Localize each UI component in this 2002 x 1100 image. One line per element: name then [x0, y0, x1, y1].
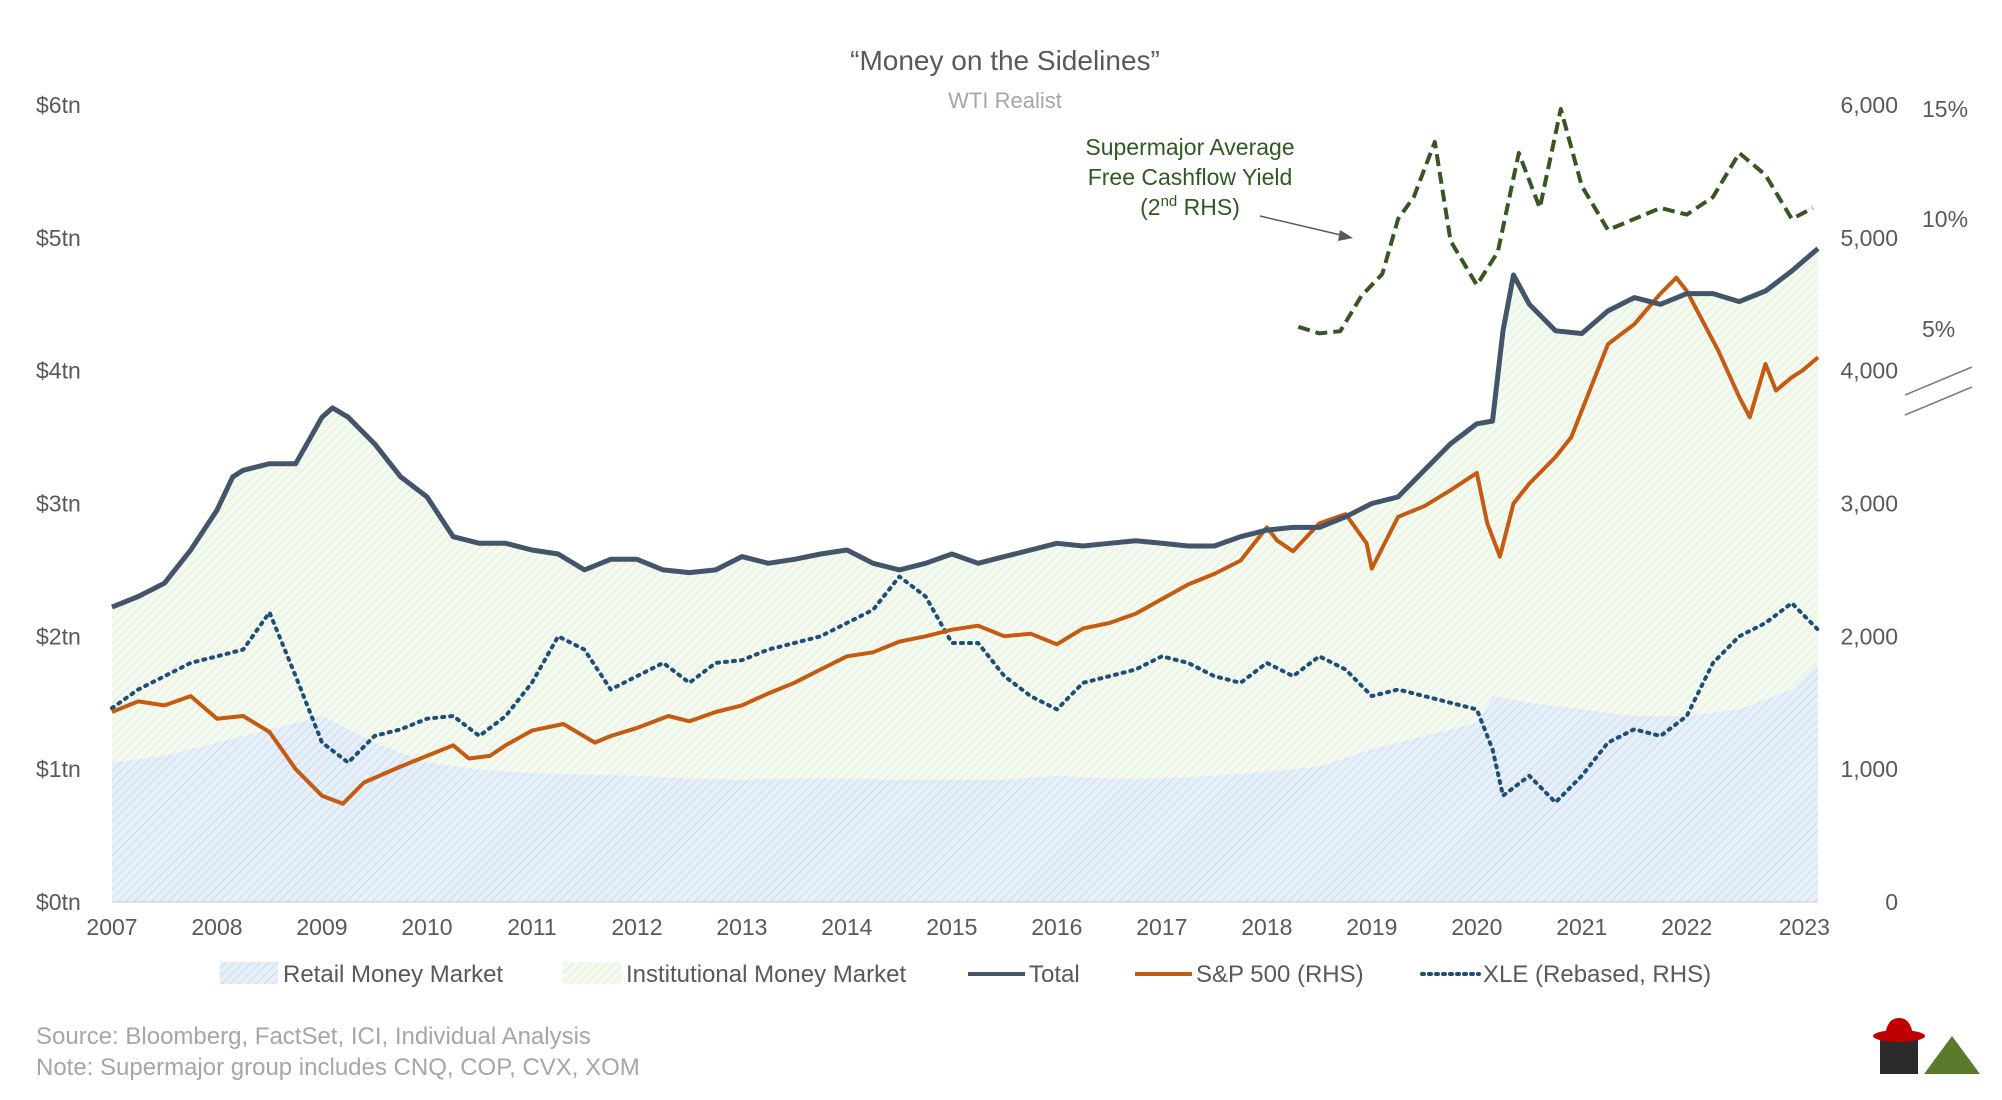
left-tick-label: $0tn [36, 889, 81, 915]
axis-break-mark [1904, 366, 1973, 396]
chart-subtitle: WTI Realist [948, 88, 1062, 113]
retail-money-market-area [112, 662, 1818, 902]
x-tick-label: 2020 [1451, 914, 1502, 940]
x-tick-label: 2011 [507, 914, 556, 940]
right2-tick-label: 15% [1922, 96, 1968, 122]
total-line [111, 246, 1820, 610]
chart-title: “Money on the Sidelines” [850, 45, 1160, 76]
left-tick-label: $6tn [36, 92, 81, 118]
x-tick-label: 2015 [926, 914, 977, 940]
right-tick-label: 5,000 [1840, 225, 1898, 251]
legend-label-xle: XLE (Rebased, RHS) [1483, 961, 1711, 988]
left-tick-label: $1tn [36, 756, 81, 782]
x-tick-label: 2014 [821, 914, 872, 940]
left-tick-label: $2tn [36, 623, 81, 649]
institutional-money-market-area [112, 248, 1818, 902]
right-tick-label: 3,000 [1840, 491, 1898, 517]
annotation-line-3: (2nd RHS) [1140, 193, 1240, 220]
x-tick-label: 2022 [1661, 914, 1712, 940]
x-tick-label: 2016 [1031, 914, 1082, 940]
group-note: Note: Supermajor group includes CNQ, COP… [36, 1054, 640, 1081]
axes-layer: 2007 2008 2009 2010 2011 2012 2013 2014 2015 2016… [36, 92, 1968, 940]
left-tick-label: $4tn [36, 358, 81, 384]
area-layer [112, 248, 1818, 902]
left-tick-label: $5tn [36, 225, 81, 251]
right-tick-label: 1,000 [1840, 756, 1898, 782]
source-note: Source: Bloomberg, FactSet, ICI, Individ… [36, 1023, 591, 1050]
x-tick-label: 2023 [1779, 914, 1830, 940]
right-tick-label: 6,000 [1840, 92, 1898, 118]
x-tick-label: 2009 [296, 914, 347, 940]
legend: Retail Money Market Institutional Money … [220, 961, 1711, 988]
right-tick-label: 2,000 [1840, 623, 1898, 649]
fcf-yield-line [1297, 107, 1814, 336]
x-tick-label: 2017 [1136, 914, 1187, 940]
x-tick-label: 2010 [401, 914, 452, 940]
annotation-arrow-line [1259, 215, 1346, 237]
sp500-line [111, 275, 1820, 806]
x-tick-label: 2007 [86, 914, 137, 940]
x-tick-label: 2012 [611, 914, 662, 940]
right-tick-label: 4,000 [1840, 358, 1898, 384]
x-tick-label: 2008 [191, 914, 242, 940]
xle-line [110, 574, 1820, 805]
hat-logo [1873, 1018, 1925, 1074]
right2-tick-label: 5% [1922, 316, 1955, 342]
legend-label-total: Total [1029, 961, 1080, 988]
x-tick-label: 2018 [1241, 914, 1292, 940]
annotation-arrow-head [1338, 230, 1353, 241]
annotation-line-1: Supermajor Average [1085, 134, 1294, 160]
x-tick-label: 2021 [1556, 914, 1607, 940]
left-tick-label: $3tn [36, 491, 81, 517]
right2-tick-label: 10% [1922, 206, 1968, 232]
legend-label-sp500: S&P 500 (RHS) [1196, 961, 1364, 988]
x-tick-label: 2013 [716, 914, 767, 940]
legend-label-institutional: Institutional Money Market [626, 961, 906, 988]
line-layer [110, 107, 1820, 806]
legend-swatch-retail [220, 962, 278, 984]
legend-swatch-institutional [563, 962, 621, 984]
right-tick-label: 0 [1885, 889, 1898, 915]
x-tick-label: 2019 [1346, 914, 1397, 940]
fcf-annotation: Supermajor Average Free Cashflow Yield (… [1085, 134, 1353, 241]
annotation-line-2: Free Cashflow Yield [1088, 164, 1293, 190]
axis-break-mark [1904, 386, 1973, 416]
mountain-logo [1924, 1036, 1980, 1074]
legend-label-retail: Retail Money Market [283, 961, 503, 988]
